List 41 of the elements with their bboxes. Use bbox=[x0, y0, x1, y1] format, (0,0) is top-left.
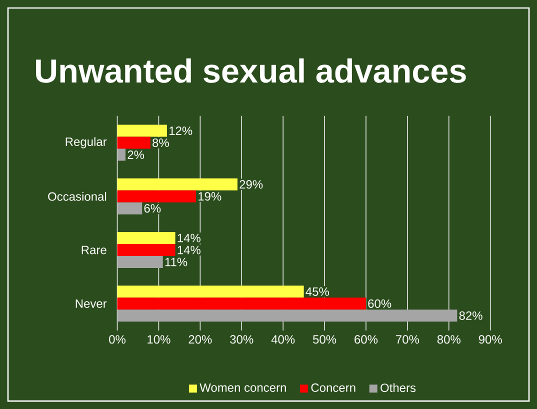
bar bbox=[117, 286, 304, 298]
bar bbox=[117, 298, 366, 310]
x-tick-label: 60% bbox=[354, 335, 378, 344]
data-label: 12% bbox=[170, 126, 192, 135]
bar bbox=[117, 310, 458, 322]
data-label: 11% bbox=[165, 258, 188, 266]
bar bbox=[117, 232, 176, 244]
y-tick-label: Occasional bbox=[48, 192, 106, 201]
data-label: 29% bbox=[240, 180, 263, 189]
x-tick-label: 70% bbox=[396, 335, 420, 344]
x-tick-label: 30% bbox=[230, 335, 254, 344]
legend-label: Others bbox=[380, 383, 416, 392]
chart-title: Unwanted sexual advances bbox=[36, 58, 466, 83]
data-label: 6% bbox=[144, 204, 161, 213]
x-tick-label: 20% bbox=[188, 335, 212, 344]
x-tick-label: 40% bbox=[271, 335, 295, 344]
bar bbox=[117, 256, 163, 268]
y-tick-label: Regular bbox=[66, 137, 107, 148]
x-tick-label: 90% bbox=[478, 335, 502, 344]
bar bbox=[117, 202, 142, 214]
y-tick-label: Rare bbox=[82, 246, 106, 254]
data-label: 19% bbox=[198, 192, 222, 201]
data-label: 14% bbox=[178, 246, 200, 254]
bar bbox=[117, 178, 238, 190]
bar bbox=[117, 136, 150, 149]
x-tick-label: 10% bbox=[148, 335, 170, 344]
legend-label: Concern bbox=[311, 383, 356, 392]
data-label: 8% bbox=[152, 138, 169, 147]
bar bbox=[117, 190, 196, 202]
data-label: 60% bbox=[368, 299, 392, 308]
data-label: 2% bbox=[128, 150, 144, 159]
x-tick-label: 80% bbox=[437, 335, 460, 344]
x-tick-label: 0% bbox=[109, 335, 126, 344]
data-label: 82% bbox=[459, 311, 482, 320]
legend-label: Women concern bbox=[200, 383, 286, 392]
x-tick-label: 50% bbox=[313, 335, 336, 344]
data-label: 14% bbox=[178, 234, 200, 242]
bar bbox=[117, 244, 176, 256]
bar bbox=[117, 148, 126, 161]
y-tick-label: Never bbox=[76, 299, 107, 308]
data-label: 45% bbox=[306, 287, 329, 296]
